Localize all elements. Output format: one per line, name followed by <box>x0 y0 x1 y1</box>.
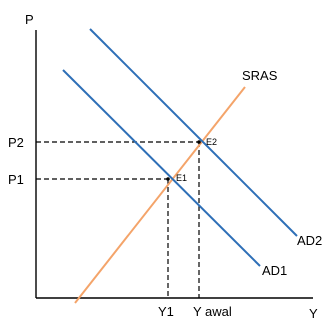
x-axis-label: Y <box>309 306 318 321</box>
p2-label: P2 <box>8 135 24 150</box>
e2-point <box>197 140 201 144</box>
ad2-curve <box>89 28 298 237</box>
p1-label: P1 <box>8 172 24 187</box>
y-axis-label: P <box>25 12 34 27</box>
e1-point <box>166 177 170 181</box>
y1-label: Y1 <box>158 304 174 319</box>
y-awal-label: Y awal <box>193 304 232 319</box>
ad1-label: AD1 <box>262 263 287 278</box>
sras-curve <box>74 86 246 304</box>
e2-label: E2 <box>206 137 217 147</box>
ad2-label: AD2 <box>297 233 322 248</box>
e1-label: E1 <box>176 173 187 183</box>
sras-label: SRAS <box>242 68 278 83</box>
ad1-curve <box>62 69 261 267</box>
